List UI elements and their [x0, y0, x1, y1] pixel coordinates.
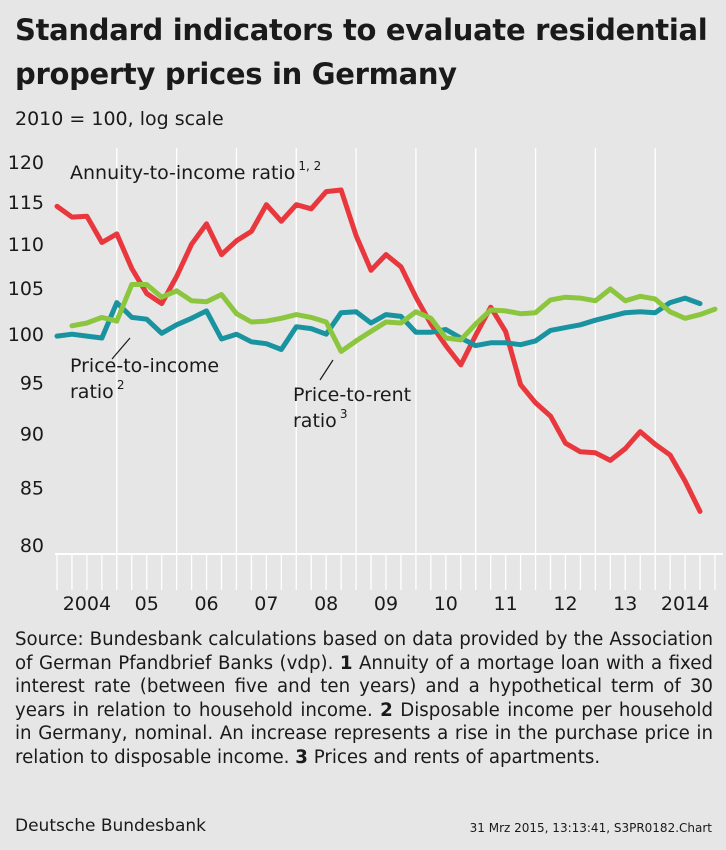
- publisher-name: Deutsche Bundesbank: [15, 816, 206, 836]
- x-tick-label-bg: [430, 590, 461, 614]
- x-tick-label: 07: [254, 593, 278, 615]
- x-tick-label: 12: [553, 593, 577, 615]
- x-tick-label-bg: [371, 590, 401, 614]
- footnote-2: Disposable income per household in Germa…: [15, 699, 713, 768]
- chart-stamp: 31 Mrz 2015, 13:13:41, S3PR0182.Chart: [469, 821, 712, 835]
- plot-area: 80 85 90 95 100 105 110 115 120 2004 05 06 07 08 09 10 1…: [0, 142, 726, 618]
- rent-series-label: Price-to-rent: [293, 384, 411, 406]
- x-tick-label-bg: [658, 590, 713, 614]
- series-line-annuity: [54, 187, 703, 514]
- x-tick-label-bg: [191, 590, 222, 614]
- x-tick-label: 09: [374, 593, 398, 615]
- footnote-2-marker: 2: [380, 699, 393, 721]
- x-tick-label-bg: [610, 590, 641, 614]
- chart-footer: Source: Bundesbank calculations based on…: [0, 618, 726, 850]
- y-tick-label: 120: [8, 152, 44, 174]
- y-tick-label: 95: [20, 373, 44, 395]
- x-tick-label: 06: [194, 593, 218, 615]
- x-tick-label: 13: [613, 593, 637, 615]
- y-tick-label: 110: [8, 234, 44, 256]
- x-tick-label: 05: [135, 593, 159, 615]
- series-line-income: [54, 295, 703, 352]
- source-intro: Source: Bundesbank calculations based on…: [15, 629, 713, 674]
- y-tick-label: 85: [20, 478, 44, 500]
- x-tick-label-bg: [59, 590, 114, 614]
- annuity-series-label: Annuity-to-income ratio 1, 2: [70, 159, 321, 184]
- line-chart: 80 85 90 95 100 105 110 115 120 2004 05 06 07 08 09 10 1…: [8, 148, 723, 615]
- income-series-label-line2: ratio 2: [70, 378, 124, 403]
- chart-title: Standard indicators to evaluate resident…: [15, 13, 708, 91]
- footnote-1: Annuity of a mortage loan with a fixed i…: [15, 652, 713, 721]
- x-tick-label-bg: [550, 590, 581, 614]
- x-tick-label: 08: [314, 593, 338, 615]
- source-note: Source: Bundesbank calculations based on…: [15, 628, 713, 770]
- rent-series-label-line2: ratio 3: [293, 407, 347, 432]
- x-tick-label-bg: [490, 590, 521, 614]
- income-series-label: Price-to-income: [70, 355, 219, 377]
- x-tick-label: 11: [494, 593, 518, 615]
- x-tick-label: 2014: [661, 593, 709, 615]
- income-label-leader: [111, 337, 131, 360]
- chart-subtitle: 2010 = 100, log scale: [15, 108, 224, 130]
- x-tick-label-bg: [251, 590, 282, 614]
- x-tick-label: 10: [434, 593, 458, 615]
- y-tick-label: 100: [8, 324, 44, 346]
- footnote-3-marker: 3: [295, 746, 308, 768]
- y-tick-label: 80: [20, 535, 44, 557]
- chart-header: Standard indicators to evaluate resident…: [0, 0, 726, 142]
- y-tick-label: 105: [8, 278, 44, 300]
- y-tick-label: 90: [20, 424, 44, 446]
- x-tick-label-bg: [311, 590, 342, 614]
- series-line-rent: [69, 282, 718, 354]
- rent-label-leader: [319, 359, 334, 381]
- x-tick-label-bg: [131, 590, 162, 614]
- y-tick-label: 115: [8, 192, 44, 214]
- footnote-3: Prices and rents of apartments.: [313, 746, 601, 768]
- x-tick-label: 2004: [63, 593, 111, 615]
- footnote-1-marker: 1: [339, 652, 353, 674]
